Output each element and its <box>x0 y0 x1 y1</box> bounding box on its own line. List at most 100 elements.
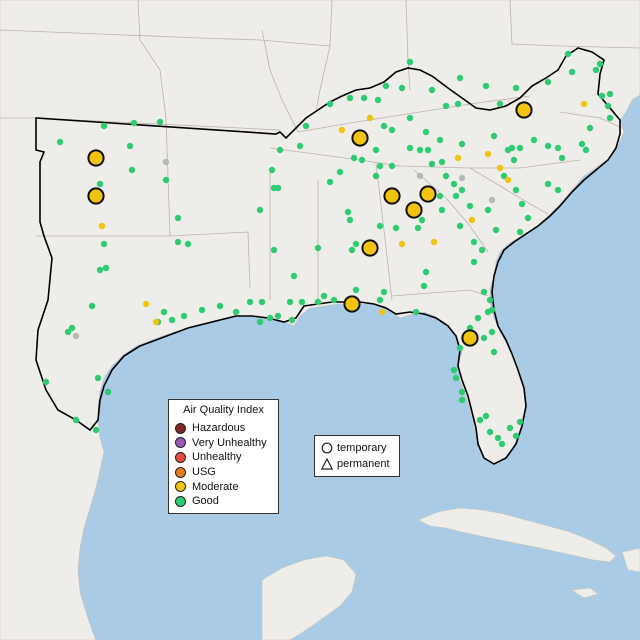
permanent-monitor-marker-good[interactable] <box>344 208 352 216</box>
permanent-monitor-marker-moderate[interactable] <box>366 114 374 122</box>
permanent-monitor-marker-good[interactable] <box>456 74 464 82</box>
permanent-monitor-marker-good[interactable] <box>56 138 64 146</box>
permanent-monitor-marker-good[interactable] <box>406 58 414 66</box>
permanent-monitor-marker-good[interactable] <box>486 428 494 436</box>
permanent-monitor-marker-good[interactable] <box>496 100 504 108</box>
permanent-monitor-marker-good[interactable] <box>380 288 388 296</box>
permanent-monitor-marker-good[interactable] <box>64 328 72 336</box>
permanent-monitor-marker-good[interactable] <box>358 156 366 164</box>
permanent-monitor-marker-good[interactable] <box>500 172 508 180</box>
permanent-monitor-marker-moderate[interactable] <box>504 176 512 184</box>
permanent-monitor-marker-good[interactable] <box>156 118 164 126</box>
permanent-monitor-marker-good[interactable] <box>160 308 168 316</box>
permanent-monitor-marker-good[interactable] <box>302 122 310 130</box>
permanent-monitor-marker-good[interactable] <box>126 142 134 150</box>
permanent-monitor-marker-good[interactable] <box>482 82 490 90</box>
permanent-monitor-marker-good[interactable] <box>258 298 266 306</box>
permanent-monitor-marker-good[interactable] <box>168 316 176 324</box>
permanent-monitor-marker-good[interactable] <box>554 144 562 152</box>
permanent-monitor-marker-good[interactable] <box>398 84 406 92</box>
permanent-monitor-marker-good[interactable] <box>406 114 414 122</box>
permanent-monitor-marker-good[interactable] <box>450 180 458 188</box>
permanent-monitor-marker-good[interactable] <box>100 122 108 130</box>
permanent-monitor-marker-nodata[interactable] <box>416 172 424 180</box>
permanent-monitor-marker-nodata[interactable] <box>162 158 170 166</box>
permanent-monitor-marker-good[interactable] <box>94 374 102 382</box>
temporary-monitor-marker-moderate[interactable] <box>515 101 533 119</box>
permanent-monitor-marker-good[interactable] <box>266 314 274 322</box>
permanent-monitor-marker-good[interactable] <box>348 246 356 254</box>
permanent-monitor-marker-good[interactable] <box>492 226 500 234</box>
permanent-monitor-marker-good[interactable] <box>174 214 182 222</box>
permanent-monitor-marker-good[interactable] <box>130 119 138 127</box>
permanent-monitor-marker-moderate[interactable] <box>484 150 492 158</box>
permanent-monitor-marker-good[interactable] <box>180 312 188 320</box>
permanent-monitor-marker-good[interactable] <box>320 292 328 300</box>
permanent-monitor-marker-moderate[interactable] <box>152 318 160 326</box>
permanent-monitor-marker-good[interactable] <box>424 146 432 154</box>
permanent-monitor-marker-good[interactable] <box>484 308 492 316</box>
permanent-monitor-marker-good[interactable] <box>480 288 488 296</box>
permanent-monitor-marker-moderate[interactable] <box>430 238 438 246</box>
permanent-monitor-marker-good[interactable] <box>352 240 360 248</box>
permanent-monitor-marker-good[interactable] <box>270 246 278 254</box>
permanent-monitor-marker-good[interactable] <box>104 388 112 396</box>
permanent-monitor-marker-good[interactable] <box>388 162 396 170</box>
permanent-monitor-marker-moderate[interactable] <box>496 164 504 172</box>
permanent-monitor-marker-good[interactable] <box>392 224 400 232</box>
permanent-monitor-marker-good[interactable] <box>314 244 322 252</box>
permanent-monitor-marker-good[interactable] <box>414 224 422 232</box>
permanent-monitor-marker-good[interactable] <box>516 228 524 236</box>
permanent-monitor-marker-moderate[interactable] <box>98 222 106 230</box>
permanent-monitor-marker-good[interactable] <box>92 426 100 434</box>
permanent-monitor-marker-good[interactable] <box>478 246 486 254</box>
permanent-monitor-marker-good[interactable] <box>596 60 604 68</box>
permanent-monitor-marker-good[interactable] <box>450 366 458 374</box>
permanent-monitor-marker-good[interactable] <box>376 162 384 170</box>
temporary-monitor-marker-moderate[interactable] <box>87 187 105 205</box>
permanent-monitor-marker-good[interactable] <box>544 78 552 86</box>
permanent-monitor-marker-good[interactable] <box>482 412 490 420</box>
permanent-monitor-marker-good[interactable] <box>296 142 304 150</box>
permanent-monitor-marker-good[interactable] <box>128 166 136 174</box>
permanent-monitor-marker-good[interactable] <box>276 146 284 154</box>
permanent-monitor-marker-good[interactable] <box>490 132 498 140</box>
permanent-monitor-marker-good[interactable] <box>474 314 482 322</box>
permanent-monitor-marker-good[interactable] <box>458 396 466 404</box>
permanent-monitor-marker-good[interactable] <box>544 180 552 188</box>
permanent-monitor-marker-good[interactable] <box>428 160 436 168</box>
permanent-monitor-marker-good[interactable] <box>582 146 590 154</box>
permanent-monitor-marker-good[interactable] <box>346 94 354 102</box>
permanent-monitor-marker-good[interactable] <box>442 102 450 110</box>
permanent-monitor-marker-good[interactable] <box>466 202 474 210</box>
permanent-monitor-marker-good[interactable] <box>418 216 426 224</box>
permanent-monitor-marker-good[interactable] <box>256 318 264 326</box>
permanent-monitor-marker-good[interactable] <box>376 222 384 230</box>
permanent-monitor-marker-good[interactable] <box>406 144 414 152</box>
permanent-monitor-marker-good[interactable] <box>558 154 566 162</box>
permanent-monitor-marker-good[interactable] <box>442 172 450 180</box>
permanent-monitor-marker-good[interactable] <box>96 180 104 188</box>
permanent-monitor-marker-good[interactable] <box>504 146 512 154</box>
permanent-monitor-marker-good[interactable] <box>488 328 496 336</box>
permanent-monitor-marker-good[interactable] <box>436 136 444 144</box>
permanent-monitor-marker-good[interactable] <box>428 86 436 94</box>
permanent-monitor-marker-good[interactable] <box>422 128 430 136</box>
permanent-monitor-marker-nodata[interactable] <box>458 174 466 182</box>
permanent-monitor-marker-good[interactable] <box>374 96 382 104</box>
permanent-monitor-marker-good[interactable] <box>480 334 488 342</box>
permanent-monitor-marker-good[interactable] <box>486 296 494 304</box>
permanent-monitor-marker-good[interactable] <box>216 302 224 310</box>
temporary-monitor-marker-moderate[interactable] <box>343 295 361 313</box>
permanent-monitor-marker-good[interactable] <box>604 102 612 110</box>
permanent-monitor-marker-good[interactable] <box>438 206 446 214</box>
permanent-monitor-marker-good[interactable] <box>592 66 600 74</box>
permanent-monitor-marker-good[interactable] <box>512 84 520 92</box>
permanent-monitor-marker-good[interactable] <box>470 238 478 246</box>
permanent-monitor-marker-good[interactable] <box>256 206 264 214</box>
permanent-monitor-marker-good[interactable] <box>530 136 538 144</box>
permanent-monitor-marker-good[interactable] <box>568 68 576 76</box>
permanent-monitor-marker-good[interactable] <box>198 306 206 314</box>
permanent-monitor-marker-good[interactable] <box>314 298 322 306</box>
permanent-monitor-marker-good[interactable] <box>422 268 430 276</box>
